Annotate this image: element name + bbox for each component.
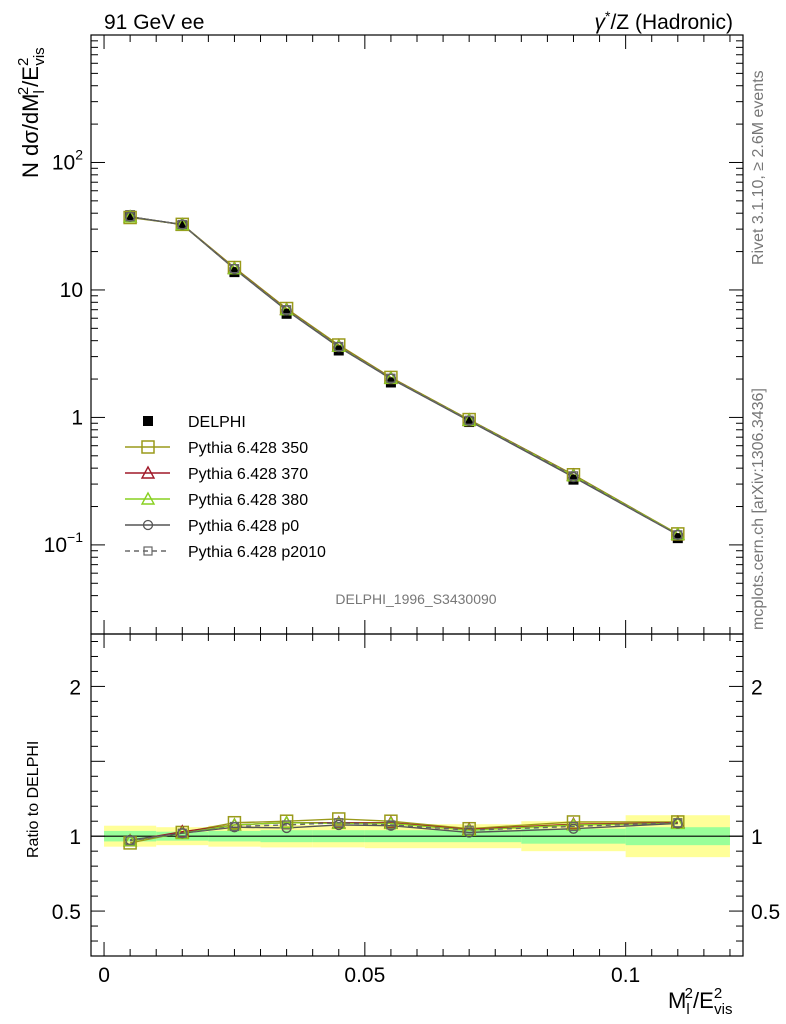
legend-marker-data (143, 416, 153, 426)
header-right-gamma: γ (595, 11, 607, 34)
xlabel-mid: /E (693, 988, 714, 1013)
ratio-point-p350 (566, 815, 581, 829)
main-point-p2010 (125, 212, 135, 222)
legend-marker-p350 (141, 440, 155, 454)
main-point-p2010 (229, 264, 240, 274)
main-point-p380 (566, 468, 581, 482)
xlabel-sup1: 2 (685, 985, 693, 1002)
ratio-point-p2010 (386, 820, 396, 830)
ratio-ylabel: Ratio to DELPHI (25, 741, 42, 858)
ratio-ytick-label-right: 1 (751, 826, 763, 849)
main-point-p2010 (464, 415, 474, 425)
main-ytick-label-exp: −1 (67, 529, 83, 545)
header-right-suffix: /Z (Hadronic) (610, 11, 733, 34)
ratio-point-p2010 (125, 836, 135, 846)
ratio-point-p2010 (464, 825, 474, 835)
ratio-point-p350 (332, 812, 346, 826)
main-point-p2010 (568, 471, 579, 481)
legend-marker-p380 (140, 491, 156, 505)
ratio-frame (90, 633, 744, 957)
analysis-id: DELPHI_1996_S3430090 (335, 591, 496, 607)
main-ytick-label: 10 (60, 279, 83, 302)
legend-label-p370: Pythia 6.428 370 (188, 466, 308, 483)
main-ylabel-sub1: l (31, 90, 48, 93)
main-ytick-label: 1 (71, 406, 83, 429)
xlabel-sub1: l (686, 1001, 689, 1018)
ratio-point-p350 (227, 815, 242, 830)
legend-label-data: DELPHI (188, 414, 246, 431)
main-data-point (125, 210, 136, 221)
ratio-point-p2010 (334, 818, 344, 828)
header-right: γ*/Z (Hadronic) (595, 8, 733, 34)
ratio-ytick-label-right: 0.5 (751, 901, 780, 924)
ratio-point-p380 (331, 815, 346, 830)
ratio-panel: 0.5 0.5 1 1 2 2 0 0.05 0.1 (52, 633, 780, 987)
mcplots-label: mcplots.cern.ch [arXiv:1306.3436] (750, 388, 767, 630)
ratio-line-p380 (130, 822, 678, 842)
ratio-xtick-label: 0.05 (344, 964, 385, 987)
main-ytick-label: 102 (52, 146, 83, 174)
ratio-xtick-label: 0.1 (611, 964, 640, 987)
main-ytick-label-base: 10 (44, 534, 67, 557)
main-data-point (672, 533, 683, 544)
legend-label-p2010: Pythia 6.428 p2010 (188, 544, 326, 561)
main-point-p2010 (282, 305, 292, 315)
ratio-ytick-label-right: 2 (751, 676, 763, 699)
ratio-point-p2010 (282, 820, 292, 830)
main-ytick-label-exp: 2 (75, 146, 83, 162)
main-line-p350 (130, 216, 679, 535)
ratio-line-p2010 (130, 822, 678, 842)
main-point-p2010 (386, 373, 396, 383)
xlabel-sub2: vis (714, 1001, 732, 1018)
main-data-point (464, 417, 475, 428)
main-ytick-label-base: 10 (60, 279, 83, 302)
legend-label-p0: Pythia 6.428 p0 (188, 518, 299, 535)
main-ylabel-mid: /E (18, 66, 43, 87)
main-ylabel-sup2: 2 (15, 58, 32, 66)
legend-marker-p370 (140, 465, 156, 479)
main-ylabel-sup1: 2 (15, 87, 32, 95)
main-point-p2010 (177, 219, 187, 230)
main-ytick-label-base: 1 (71, 406, 83, 429)
legend-marker-p0 (142, 519, 154, 531)
main-point-p380 (175, 217, 190, 231)
main-ylabel-sub2: vis (31, 47, 48, 65)
main-ytick-label-base: 10 (52, 151, 75, 174)
ratio-ytick-label-left: 0.5 (52, 901, 81, 924)
xlabel-sup2: 2 (714, 985, 722, 1002)
main-point-p2010 (673, 530, 683, 540)
header-right-star: * (605, 8, 611, 24)
ratio-xlabel: Ml2/E2 vis (668, 985, 733, 1018)
legend: DELPHI Pythia 6.428 350 Pythia 6.428 370 Py… (125, 414, 326, 561)
main-ytick-label: 10−1 (44, 529, 84, 557)
legend-marker-p2010 (143, 546, 153, 556)
ratio-xtick-label: 0 (98, 964, 110, 987)
ratio-point-p2010 (177, 828, 187, 838)
main-ylabel: N dσ/dMl2/E2vis (15, 47, 48, 178)
ratio-point-p380 (279, 815, 294, 829)
main-data-point (177, 220, 188, 231)
rivet-label: Rivet 3.1.10, ≥ 2.6M events (750, 70, 767, 265)
legend-label-p380: Pythia 6.428 380 (188, 492, 308, 509)
main-line-p2010 (130, 216, 679, 536)
ratio-point-p380 (461, 822, 477, 836)
ratio-point-p2010 (229, 821, 240, 832)
ratio-point-p2010 (568, 821, 579, 832)
main-ylabel-main: N dσ/dM (18, 94, 43, 179)
xlabel-main: M (668, 988, 686, 1013)
ratio-point-p380 (122, 833, 138, 847)
header-left: 91 GeV ee (104, 11, 204, 34)
ratio-ytick-label-left: 1 (69, 826, 81, 849)
legend-label-p350: Pythia 6.428 350 (188, 440, 308, 457)
ratio-ytick-label-left: 2 (69, 676, 81, 699)
main-point-p2010 (334, 341, 344, 352)
ratio-point-p2010 (673, 818, 683, 828)
